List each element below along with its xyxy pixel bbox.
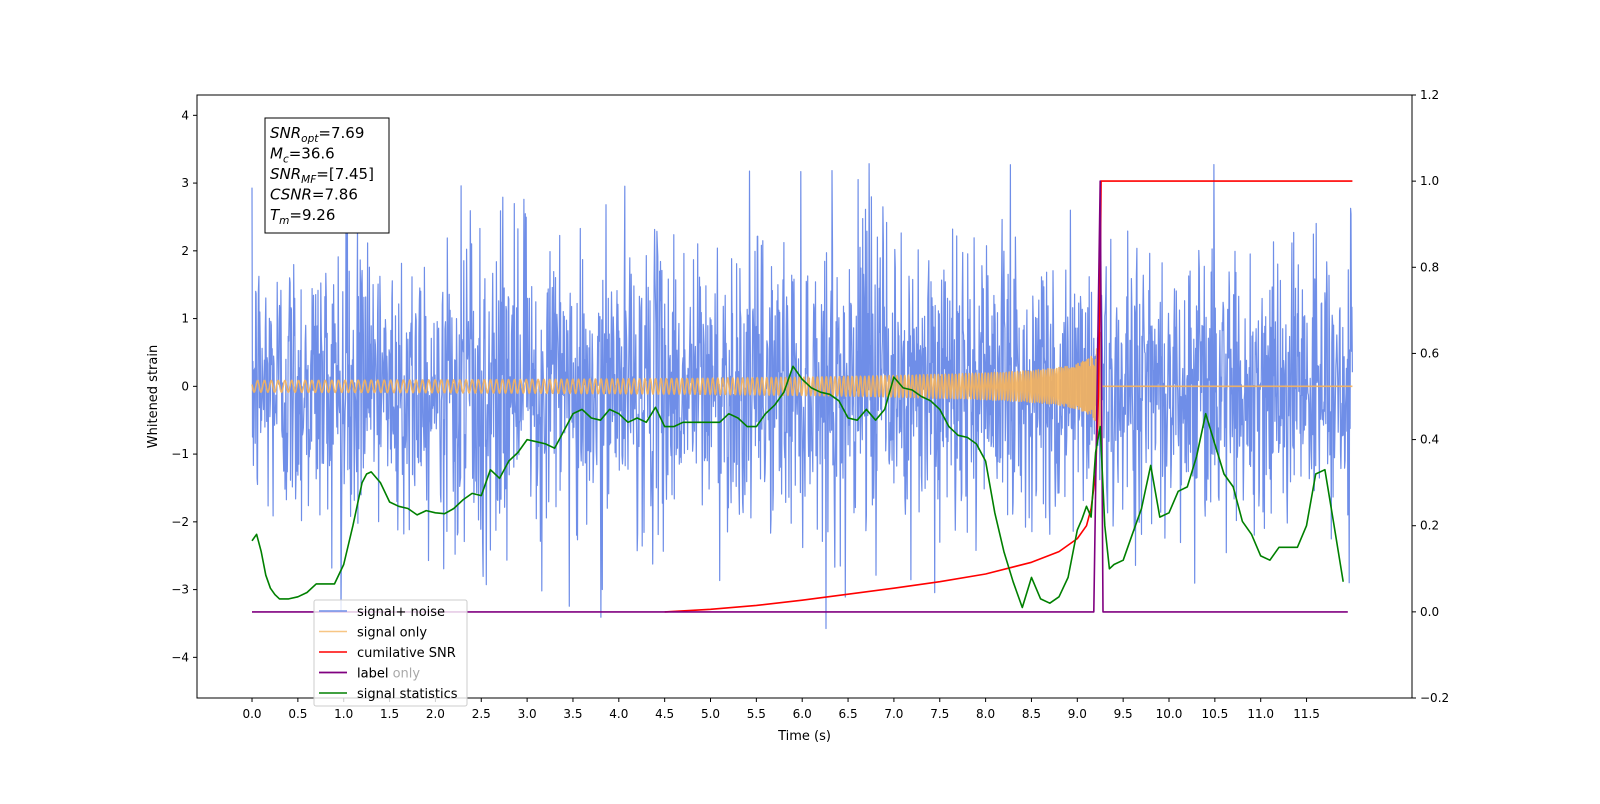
- y-tick-label: 1: [181, 312, 189, 326]
- legend-label: label only: [357, 667, 420, 682]
- y-ticks: −4 −3 −2 −1 0 1 2 3 4: [171, 108, 197, 664]
- x-tick-label: 4.0: [609, 707, 628, 721]
- x-tick-label: 6.5: [839, 707, 858, 721]
- y-tick-label: 4: [181, 108, 189, 122]
- x-ticks: 0.0 0.5 1.0 1.5 2.0 2.5 3.0 3.5 4.0 4.5 5.0 5.5 6.0 6…: [242, 698, 1320, 721]
- legend-label: signal only: [357, 626, 427, 641]
- axes-frame: [196, 94, 1413, 699]
- x-axis-label: Time (s): [777, 729, 831, 744]
- x-tick-label: 2.0: [426, 707, 445, 721]
- series-line-signal-only: [251, 331, 1353, 434]
- y2-tick-label: 0.8: [1420, 260, 1439, 274]
- annotation-line: Mc=36.6: [270, 145, 335, 166]
- x-tick-label: 9.0: [1068, 707, 1087, 721]
- x-tick-label: 5.0: [701, 707, 720, 721]
- x-tick-label: 7.0: [884, 707, 903, 721]
- series-line-signal-statistics: [251, 365, 1344, 609]
- x-tick-label: 11.5: [1293, 707, 1320, 721]
- y2-tick-label: 1.0: [1420, 174, 1439, 188]
- y-tick-label: −4: [171, 650, 189, 664]
- annotation-line: CSNR=7.86: [270, 186, 358, 204]
- y-tick-label: 3: [181, 176, 189, 190]
- legend-label: cumilative SNR: [357, 646, 456, 661]
- annotation-frame: [264, 117, 390, 234]
- y2-tick-label: 0.2: [1420, 519, 1439, 533]
- series-line-label: [252, 180, 1348, 613]
- y2-tick-label: −0.2: [1420, 691, 1449, 705]
- y2-tick-label: 0.4: [1420, 433, 1439, 447]
- y-tick-label: −2: [171, 515, 189, 529]
- legend-frame: [313, 599, 468, 707]
- y2-tick-label: 1.2: [1420, 88, 1439, 102]
- x-tick-label: 4.5: [655, 707, 674, 721]
- y-tick-label: −1: [171, 447, 189, 461]
- y2-ticks: −0.2 0.0 0.2 0.4 0.6 0.8 1.0 1.2: [1412, 88, 1449, 705]
- x-tick-label: 3.5: [563, 707, 582, 721]
- y-tick-label: −3: [171, 583, 189, 597]
- x-tick-label: 5.5: [747, 707, 766, 721]
- x-tick-label: 9.5: [1114, 707, 1133, 721]
- x-tick-label: 10.0: [1156, 707, 1183, 721]
- x-tick-label: 8.5: [1022, 707, 1041, 721]
- y-tick-label: 2: [181, 244, 189, 258]
- y-axis-label: Whitened strain: [146, 345, 161, 448]
- x-tick-label: 10.5: [1201, 707, 1228, 721]
- y-tick-label: 0: [181, 379, 189, 393]
- x-tick-label: 6.0: [793, 707, 812, 721]
- x-tick-label: 8.0: [976, 707, 995, 721]
- annotation-line: SNRMF=[7.45]: [270, 165, 374, 186]
- x-tick-label: 1.5: [380, 707, 399, 721]
- legend-label: label: [357, 667, 388, 682]
- x-tick-label: 1.0: [334, 707, 353, 721]
- x-tick-label: 2.5: [472, 707, 491, 721]
- series-line-signal-noise: [251, 163, 1353, 630]
- x-tick-label: 0.5: [288, 707, 307, 721]
- x-tick-label: 3.0: [518, 707, 537, 721]
- legend-label: signal+ noise: [357, 605, 445, 620]
- x-tick-label: 0.0: [242, 707, 261, 721]
- legend: signal+ noise signal only cumilative SNR la…: [313, 599, 468, 707]
- x-tick-label: 7.5: [930, 707, 949, 721]
- y2-tick-label: 0.0: [1420, 605, 1439, 619]
- y2-tick-label: 0.6: [1420, 346, 1439, 360]
- series-layer: [251, 163, 1353, 630]
- annotation-line: Tm=9.26: [270, 206, 335, 227]
- x-tick-label: 11.0: [1247, 707, 1274, 721]
- legend-label: signal statistics: [357, 687, 458, 702]
- annotation-line: SNRopt=7.69: [270, 124, 364, 145]
